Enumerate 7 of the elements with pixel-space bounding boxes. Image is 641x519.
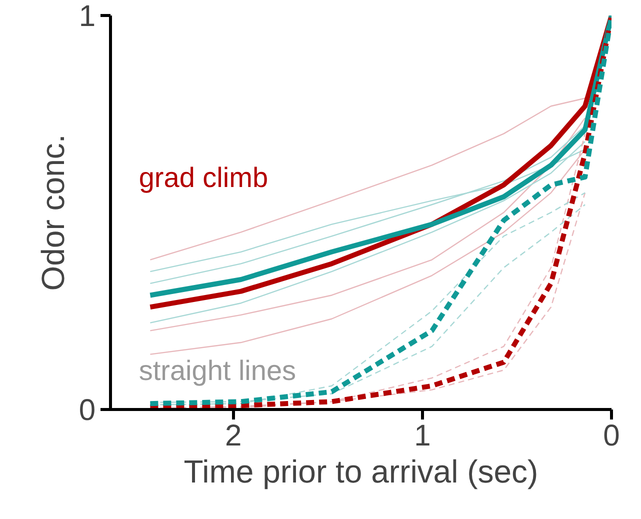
annotation: straight lines (138, 354, 296, 386)
x-tick-label: 1 (414, 420, 431, 452)
y-axis-title: Odor conc. (34, 134, 71, 291)
x-tick-label: 0 (603, 420, 620, 452)
x-tick-label: 2 (225, 420, 242, 452)
annotation: grad climb (138, 162, 268, 193)
x-axis-title: Time prior to arrival (sec) (184, 454, 538, 490)
